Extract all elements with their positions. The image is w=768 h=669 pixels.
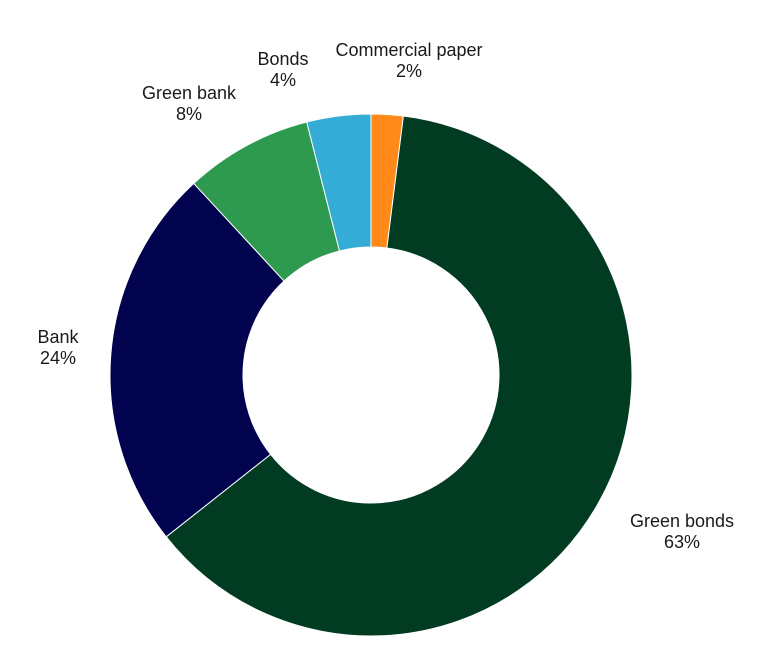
slice-bank: [109, 182, 285, 538]
donut-slices: [109, 113, 633, 637]
label-bank: Bank: [37, 327, 79, 347]
value-label-green-bank: 8%: [176, 104, 202, 124]
value-label-green-bonds: 63%: [664, 532, 700, 552]
label-green-bank: Green bank: [142, 83, 237, 103]
label-bonds: Bonds: [257, 49, 308, 69]
value-label-commercial-paper: 2%: [396, 61, 422, 81]
value-label-bank: 24%: [40, 348, 76, 368]
label-green-bonds: Green bonds: [630, 511, 734, 531]
value-label-bonds: 4%: [270, 70, 296, 90]
slice-bonds: [306, 113, 372, 252]
slice-green-bonds: [165, 115, 633, 637]
label-commercial-paper: Commercial paper: [335, 40, 482, 60]
